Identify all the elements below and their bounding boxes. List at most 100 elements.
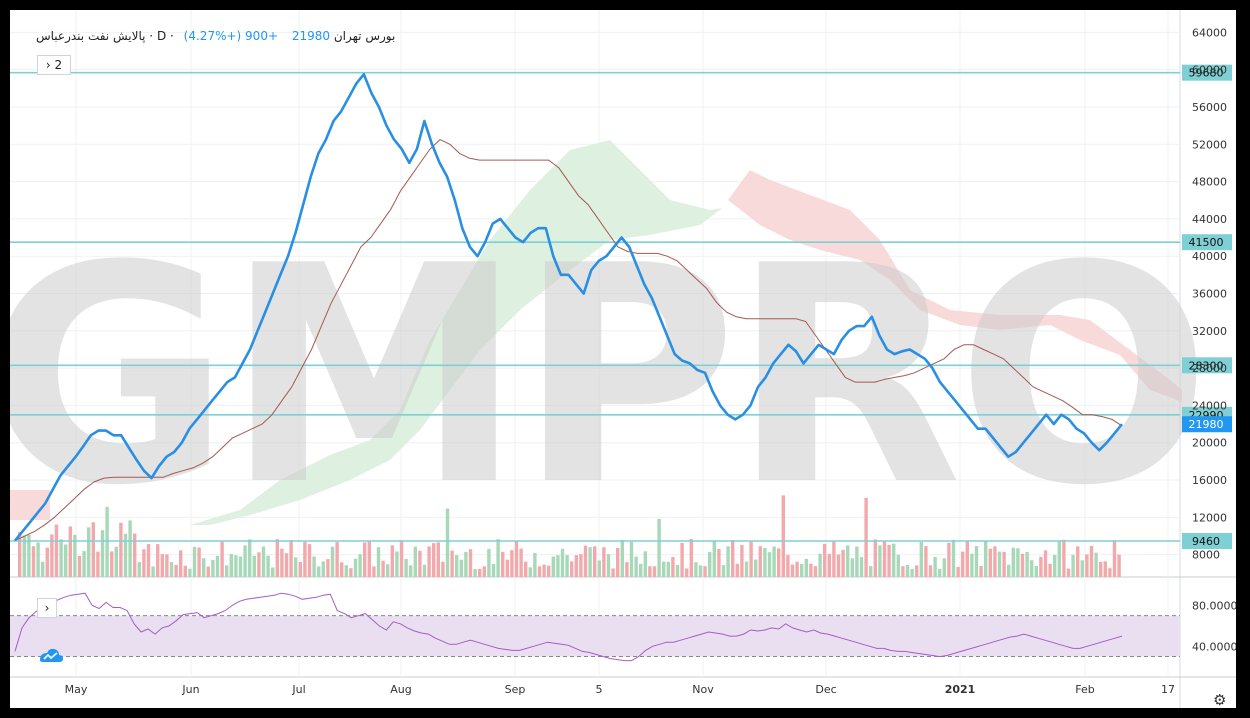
volume-bar xyxy=(303,541,307,577)
collapse-indicators-button[interactable]: › 2 xyxy=(37,55,71,75)
expand-rsi-button[interactable]: › xyxy=(37,598,57,618)
volume-bar xyxy=(974,546,979,577)
volume-bar xyxy=(160,554,164,577)
volume-bar xyxy=(252,555,256,577)
volume-bar xyxy=(556,555,560,577)
time-tick-label: 2021 xyxy=(945,683,976,696)
volume-bar xyxy=(924,546,928,577)
volume-bar xyxy=(938,568,942,577)
volume-bar xyxy=(294,557,298,577)
volume-bar xyxy=(192,546,197,577)
volume-bar xyxy=(41,561,45,577)
base-line xyxy=(14,139,1123,542)
volume-bars xyxy=(18,495,1121,577)
volume-bar xyxy=(289,540,293,577)
rsi-band xyxy=(10,615,1180,657)
volume-bar xyxy=(271,567,275,577)
volume-bar xyxy=(754,559,758,577)
volume-bar xyxy=(215,555,220,577)
volume-bar xyxy=(749,540,753,577)
volume-bar xyxy=(680,542,684,577)
indicator-count: 2 xyxy=(54,58,63,72)
volume-bar xyxy=(947,542,951,577)
volume-bar xyxy=(547,565,551,577)
time-tick-label: Aug xyxy=(390,683,411,696)
volume-bar xyxy=(151,566,155,577)
volume-bar xyxy=(330,546,335,577)
level-price-tag xyxy=(1182,533,1232,550)
volume-bar xyxy=(1011,547,1015,577)
volume-bar xyxy=(59,539,63,577)
volume-bar xyxy=(919,541,923,577)
volume-bar xyxy=(878,545,882,577)
volume-bar xyxy=(137,562,141,577)
volume-bar xyxy=(800,563,804,577)
volume-bar xyxy=(261,546,266,577)
volume-bar xyxy=(36,542,40,577)
volume-bar xyxy=(625,562,629,577)
volume-bar xyxy=(404,558,408,577)
volume-bar xyxy=(1085,554,1089,577)
volume-bar xyxy=(413,546,417,577)
volume-bar xyxy=(560,548,565,577)
symbol-name[interactable]: پالایش نفت بندرعباس xyxy=(36,29,146,43)
volume-bar xyxy=(491,563,496,577)
volume-bar xyxy=(165,554,169,577)
volume-bar xyxy=(459,559,463,577)
volume-bar xyxy=(280,548,284,577)
volume-bar xyxy=(836,554,841,577)
volume-bar xyxy=(64,544,68,577)
volume-bar xyxy=(82,551,86,577)
volume-bar xyxy=(694,562,698,577)
price-series xyxy=(13,73,1124,542)
volume-bar xyxy=(583,545,588,577)
volume-bar xyxy=(119,522,123,577)
volume-bar xyxy=(602,547,606,577)
volume-bar xyxy=(882,541,887,577)
volume-bar xyxy=(376,547,381,577)
volume-bar xyxy=(275,539,279,577)
volume-bar xyxy=(243,545,247,577)
volume-bar xyxy=(128,520,132,577)
volume-bar xyxy=(671,557,675,577)
interval-label[interactable]: D xyxy=(156,29,167,43)
volume-bar xyxy=(390,545,394,577)
volume-bar xyxy=(740,545,744,577)
volume-bar xyxy=(179,550,183,577)
volume-bar xyxy=(202,558,206,577)
volume-bar xyxy=(146,544,151,577)
volume-bar xyxy=(915,565,919,577)
volume-bar xyxy=(620,540,624,577)
gear-icon[interactable]: ⚙ xyxy=(1213,691,1227,708)
tradingview-logo-icon[interactable] xyxy=(37,644,65,666)
volume-bar xyxy=(91,522,95,577)
volume-bar xyxy=(169,562,174,577)
price-tick-label: 32000 xyxy=(1192,325,1227,338)
volume-bar xyxy=(510,550,514,577)
volume-bar xyxy=(657,518,661,577)
volume-bar xyxy=(197,547,201,577)
volume-bar xyxy=(850,558,854,577)
volume-bar xyxy=(238,556,243,577)
volume-bar xyxy=(418,550,422,577)
last-price: 21980 xyxy=(291,29,331,43)
volume-bar xyxy=(698,565,703,577)
volume-bar xyxy=(284,553,289,577)
volume-bar xyxy=(721,565,726,577)
volume-bar xyxy=(445,508,450,577)
symbol-header: پالایش نفت بندرعباس · D · بورس تهران 219… xyxy=(36,29,395,43)
volume-bar xyxy=(317,566,321,577)
volume-bar xyxy=(156,544,160,577)
volume-bar xyxy=(1066,568,1071,577)
volume-bar xyxy=(933,557,937,577)
volume-bar xyxy=(1020,553,1025,577)
volume-bar xyxy=(574,555,578,577)
volume-bar xyxy=(790,564,795,577)
volume-bar xyxy=(105,506,109,577)
price-tick-label: 12000 xyxy=(1192,511,1227,524)
volume-bar xyxy=(818,553,822,577)
volume-bar xyxy=(473,568,477,577)
last-price-label: 21980 xyxy=(1189,418,1224,431)
